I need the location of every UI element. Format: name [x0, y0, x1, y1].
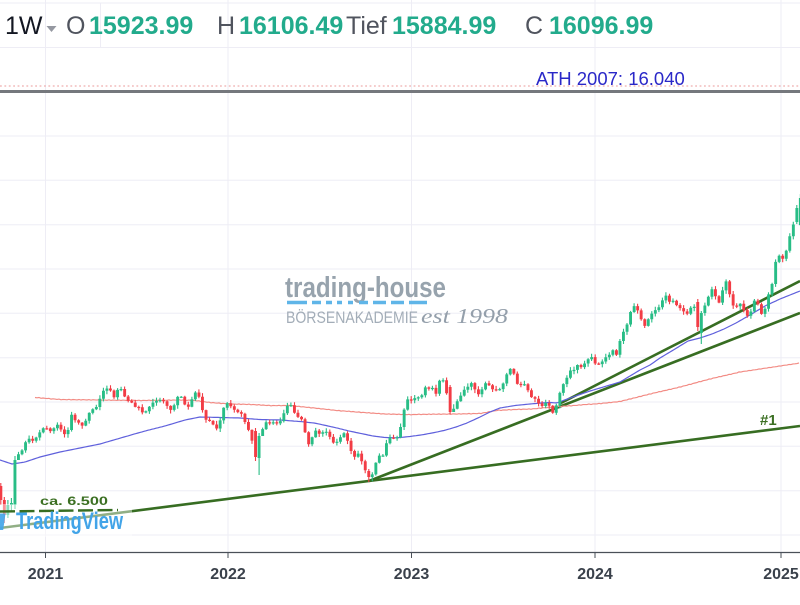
svg-text:O: O: [66, 12, 85, 40]
svg-text:2021: 2021: [28, 566, 64, 583]
svg-text:BÖRSENAKADEMIE: BÖRSENAKADEMIE: [286, 308, 418, 327]
svg-text:1W: 1W: [5, 12, 43, 40]
svg-text:16106.49: 16106.49: [239, 12, 343, 40]
svg-text:trading-house: trading-house: [285, 272, 446, 304]
svg-text:16096.99: 16096.99: [549, 12, 653, 40]
svg-text:2023: 2023: [394, 566, 430, 583]
svg-text:C: C: [525, 12, 543, 40]
svg-text:H: H: [217, 12, 235, 40]
svg-text:ATH 2007: 16.040: ATH 2007: 16.040: [536, 68, 685, 89]
svg-text:2022: 2022: [210, 566, 246, 583]
svg-text:#1: #1: [760, 412, 777, 429]
svg-text:TradingView: TradingView: [16, 508, 123, 535]
svg-text:2025: 2025: [763, 566, 799, 583]
svg-text:est 1998: est 1998: [421, 304, 509, 328]
svg-text:ca. 6.500: ca. 6.500: [40, 494, 108, 508]
svg-text:15923.99: 15923.99: [89, 12, 193, 40]
svg-text:2024: 2024: [577, 566, 613, 583]
svg-text:Tief: Tief: [346, 12, 387, 40]
svg-text:15884.99: 15884.99: [392, 12, 496, 40]
